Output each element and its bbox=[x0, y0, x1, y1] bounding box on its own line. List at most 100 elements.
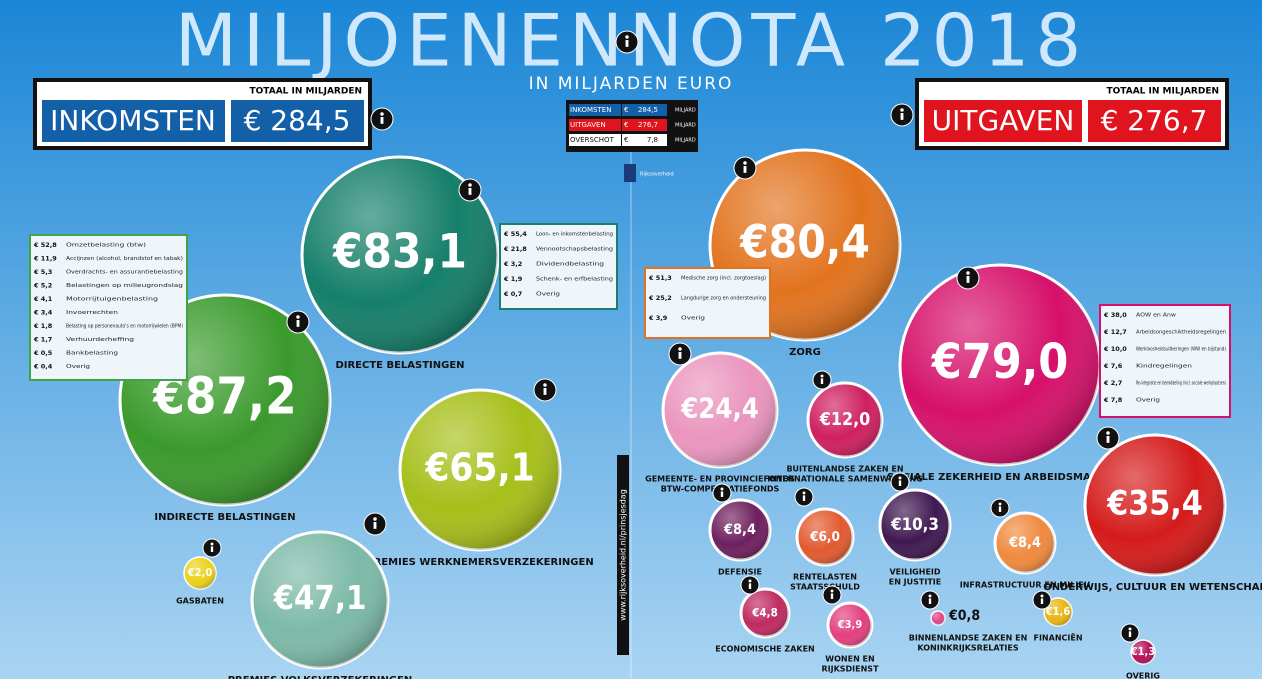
summary-text: INKOMSTEN bbox=[570, 106, 611, 114]
bubble-label: FINANCIËN bbox=[1033, 633, 1082, 643]
info-dot bbox=[625, 35, 629, 39]
detail-amount: € 5,2 bbox=[33, 282, 52, 290]
summary-text: € bbox=[624, 106, 628, 114]
detail-amount: € 12,7 bbox=[1103, 328, 1127, 336]
info-dot bbox=[966, 271, 970, 275]
url: www.rijksoverheid.nl/prinsjesdag bbox=[619, 489, 628, 621]
bubble-amount: €1,6 bbox=[1045, 605, 1071, 618]
detail-amount: € 10,0 bbox=[1103, 345, 1127, 353]
bubble-amount: €83,1 bbox=[332, 225, 467, 280]
detail-amount: € 25,2 bbox=[648, 294, 672, 302]
detail-amount: € 3,4 bbox=[33, 309, 53, 317]
detail-amount: € 38,0 bbox=[1103, 311, 1127, 319]
info-dot bbox=[821, 375, 824, 378]
bubble-label: VEILIGHEID bbox=[889, 568, 940, 577]
logo-mark bbox=[624, 164, 636, 182]
info-dot bbox=[749, 580, 752, 583]
amount: € 284,5 bbox=[244, 104, 351, 137]
bubble-label: INDIRECTE BELASTINGEN bbox=[154, 512, 295, 523]
detail-label: Belastingen op milieugrondslag bbox=[66, 283, 183, 289]
bubble-label: RIJKSDIENST bbox=[821, 665, 879, 674]
bubble-label: ZORG bbox=[789, 347, 821, 358]
info-dot bbox=[999, 503, 1002, 506]
bubble-label: PREMIES VOLKSVERZEKERINGEN bbox=[228, 675, 413, 679]
info-bar bbox=[381, 117, 384, 124]
bubble-label: OVERIG bbox=[1126, 672, 1160, 679]
detail-label: Motorrijtuigenbelasting bbox=[66, 297, 158, 303]
detail-amount: € 1,7 bbox=[33, 336, 52, 344]
infographic: MILJOENENNOTA 2018 IN MILJARDEN EURO TOT… bbox=[0, 0, 1262, 679]
info-bar bbox=[1107, 436, 1110, 443]
bubble-amount: €35,4 bbox=[1106, 484, 1203, 523]
info-bar bbox=[297, 320, 300, 327]
detail-label: Bankbelasting bbox=[66, 351, 118, 357]
detail-label: Vennootschapsbelasting bbox=[536, 247, 613, 253]
detail-label: Verhuurderheffing bbox=[66, 337, 134, 343]
bubble-amount: €10,3 bbox=[890, 514, 939, 534]
detail-label: Belasting op personenauto's en motorrijw… bbox=[66, 324, 183, 330]
bubble-amount: €4,8 bbox=[751, 606, 778, 620]
bubble-label: WONEN EN bbox=[825, 655, 874, 664]
info-dot bbox=[1106, 431, 1110, 435]
bubble-label: KONINKRIJKSRELATIES bbox=[917, 644, 1018, 653]
detail-amount: € 0,4 bbox=[33, 363, 53, 371]
bubble-label: RENTELASTEN bbox=[793, 573, 857, 582]
amount: € 276,7 bbox=[1101, 104, 1208, 137]
info-bar bbox=[211, 546, 213, 552]
detail-amount: € 7,8 bbox=[1103, 396, 1123, 404]
detail-amount: € 21,8 bbox=[503, 245, 527, 253]
info-dot bbox=[803, 492, 806, 495]
summary-text: MILJARD bbox=[675, 108, 696, 114]
info-bar bbox=[831, 593, 833, 599]
income-total: TOTAAL IN MILJARDEN INKOMSTEN € 284,5 bbox=[35, 80, 370, 148]
bubble-label: GASBATEN bbox=[176, 597, 224, 606]
info-dot bbox=[296, 315, 300, 319]
info-dot bbox=[929, 595, 932, 598]
info-bar bbox=[626, 40, 629, 47]
info-bar bbox=[544, 388, 547, 395]
info-bar bbox=[721, 491, 723, 497]
detail-label: Accijnzen (alcohol, brandstof en tabak) bbox=[66, 256, 183, 262]
expense-total: TOTAAL IN MILJARDEN UITGAVEN € 276,7 bbox=[917, 80, 1227, 148]
label: INKOMSTEN bbox=[50, 104, 216, 137]
detail-label: Invoerrechten bbox=[66, 310, 118, 316]
info-bar bbox=[679, 352, 682, 359]
detail-amount: € 2,7 bbox=[1103, 379, 1122, 387]
bubble-label: DEFENSIE bbox=[718, 568, 762, 577]
detail-amount: € 1,9 bbox=[503, 275, 523, 283]
detail-label: Langdurige zorg en ondersteuning bbox=[681, 296, 766, 302]
info-dot bbox=[543, 383, 547, 387]
detail-amount: € 1,8 bbox=[33, 322, 53, 330]
summary-text: € bbox=[624, 136, 628, 144]
bubble-label: ECONOMISCHE ZAKEN bbox=[715, 645, 815, 654]
info-dot bbox=[373, 517, 377, 521]
caption: TOTAAL IN MILJARDEN bbox=[1107, 87, 1219, 97]
detail-amount: € 11,9 bbox=[33, 255, 57, 263]
bubble-shine bbox=[931, 611, 945, 625]
detail-amount: € 52,8 bbox=[33, 241, 57, 249]
bubble-amount: €8,4 bbox=[723, 522, 756, 538]
summary-text: 276,7 bbox=[638, 121, 658, 129]
summary-text: UITGAVEN bbox=[570, 121, 606, 129]
bubble-amount: €1,3 bbox=[1130, 645, 1156, 658]
info-bar bbox=[374, 522, 377, 529]
info-bar bbox=[744, 166, 747, 173]
info-dot bbox=[831, 590, 834, 593]
info-bar bbox=[899, 480, 901, 486]
detail-amount: € 55,4 bbox=[503, 230, 527, 238]
detail-label: Kindregelingen bbox=[1136, 364, 1192, 370]
detail-amount: € 0,5 bbox=[33, 349, 53, 357]
detail-label: Overig bbox=[66, 364, 90, 370]
info-bar bbox=[929, 598, 931, 604]
info-dot bbox=[721, 488, 724, 491]
summary-text: MILJARD bbox=[675, 138, 696, 144]
info-bar bbox=[999, 506, 1001, 512]
bubble-amount: €47,1 bbox=[273, 579, 367, 617]
bubble-amount: €12,0 bbox=[819, 410, 871, 430]
detail-amount: € 7,6 bbox=[1103, 362, 1123, 370]
detail-label: Omzetbelasting (btw) bbox=[66, 243, 146, 249]
detail-label: Schenk- en erfbelasting bbox=[536, 277, 613, 283]
bubble-amount: €24,4 bbox=[680, 394, 759, 425]
detail-amount: € 4,1 bbox=[33, 295, 53, 303]
detail-label: Dividendbelasting bbox=[536, 262, 604, 268]
